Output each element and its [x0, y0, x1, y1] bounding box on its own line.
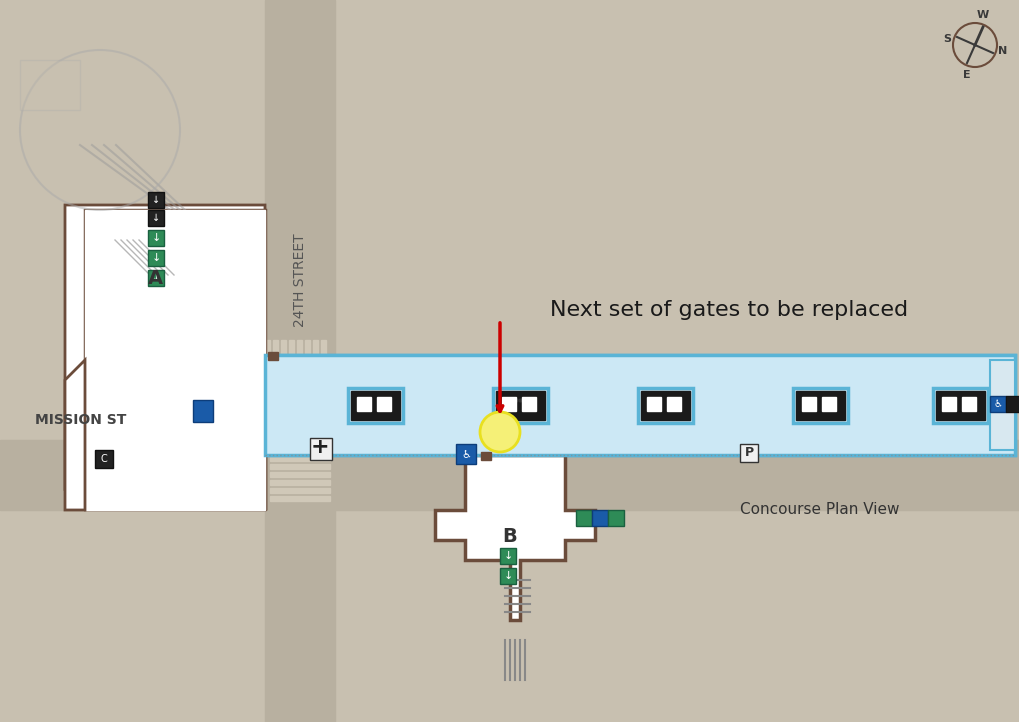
Polygon shape [65, 205, 265, 510]
Bar [576, 510, 591, 526]
Bar [270, 496, 330, 501]
Bar [591, 510, 607, 526]
Bar [305, 340, 310, 400]
Bar [989, 360, 1014, 450]
Bar [297, 340, 302, 400]
Bar [313, 340, 318, 400]
Bar [481, 452, 490, 460]
Bar [739, 444, 757, 462]
Bar [270, 480, 330, 485]
Bar [1005, 396, 1019, 412]
Text: 24TH STREET: 24TH STREET [292, 233, 307, 327]
Bar [666, 397, 681, 411]
Text: S: S [943, 34, 950, 44]
Bar [280, 340, 285, 400]
Bar [270, 488, 330, 493]
Bar [522, 397, 535, 411]
Bar [148, 210, 164, 226]
Bar [148, 230, 164, 246]
Text: P: P [744, 446, 753, 459]
Bar [265, 355, 1014, 455]
Text: Next set of gates to be replaced: Next set of gates to be replaced [549, 300, 907, 320]
Bar [310, 438, 331, 460]
Bar [640, 391, 689, 420]
Bar [193, 400, 213, 422]
Bar [148, 192, 164, 208]
Text: E: E [962, 70, 970, 80]
Text: ↓: ↓ [152, 195, 160, 205]
Text: W: W [976, 10, 988, 20]
Bar [935, 391, 984, 420]
Bar [795, 391, 844, 420]
Bar [495, 391, 544, 420]
Bar [504, 392, 535, 414]
Text: ↓: ↓ [502, 551, 513, 561]
Bar [268, 352, 278, 360]
Bar [792, 388, 847, 423]
Text: B: B [502, 528, 517, 547]
Text: ↓: ↓ [152, 213, 160, 223]
Bar [637, 388, 692, 423]
Bar [989, 396, 1005, 412]
Bar [265, 355, 1014, 455]
Text: C: C [101, 454, 107, 464]
Bar [961, 397, 975, 411]
Bar [65, 380, 85, 460]
Polygon shape [434, 455, 594, 620]
Text: ♿: ♿ [993, 399, 1002, 409]
Bar [265, 340, 270, 400]
Bar [148, 270, 164, 286]
Bar [270, 472, 330, 477]
Bar [499, 568, 516, 584]
Bar [455, 444, 476, 464]
Bar [321, 340, 326, 400]
Bar [265, 0, 334, 722]
Text: MISSION ST: MISSION ST [35, 413, 126, 427]
Text: ↓: ↓ [151, 273, 161, 283]
Text: ♿: ♿ [461, 449, 471, 459]
Bar [1006, 397, 1019, 411]
Text: ↓: ↓ [151, 233, 161, 243]
Text: Concourse Plan View: Concourse Plan View [740, 503, 899, 518]
Bar [801, 397, 815, 411]
Bar [85, 210, 265, 510]
Bar [273, 340, 278, 400]
Bar [20, 60, 79, 110]
Bar [377, 397, 390, 411]
Polygon shape [65, 360, 85, 510]
Bar [646, 397, 660, 411]
Polygon shape [85, 210, 265, 510]
Bar [357, 397, 371, 411]
Bar [288, 340, 293, 400]
Bar [821, 397, 836, 411]
Bar [607, 510, 624, 526]
Bar [501, 397, 516, 411]
Circle shape [480, 412, 520, 452]
Text: +: + [311, 437, 329, 457]
Bar [942, 397, 955, 411]
Text: N: N [998, 46, 1007, 56]
Bar [270, 456, 330, 461]
Bar [0, 440, 1019, 510]
Bar [270, 464, 330, 469]
Bar [351, 391, 399, 420]
Text: A: A [148, 269, 162, 287]
Bar [270, 448, 330, 453]
Bar [270, 440, 330, 445]
Bar [95, 450, 113, 468]
Bar [932, 388, 987, 423]
Text: ↓: ↓ [151, 253, 161, 263]
Text: ↓: ↓ [502, 571, 513, 581]
Bar [148, 250, 164, 266]
Bar [499, 548, 516, 564]
Bar [492, 388, 547, 423]
Bar [347, 388, 403, 423]
